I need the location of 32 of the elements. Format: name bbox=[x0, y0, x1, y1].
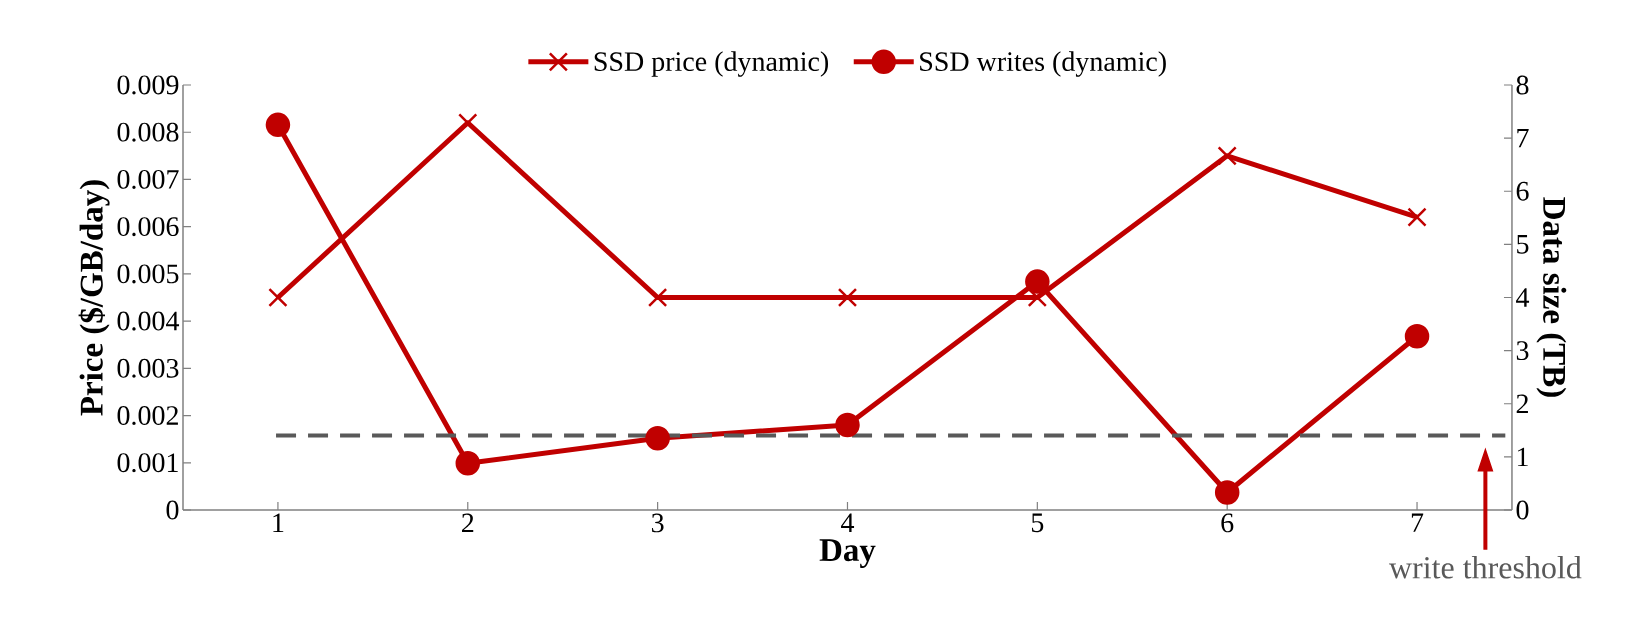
y-axis-title: Price ($/GB/day) bbox=[78, 180, 110, 416]
x-tick-label: 1 bbox=[273, 513, 284, 533]
y-tick-label: 0.005 bbox=[117, 264, 179, 284]
x-tick-label: 3 bbox=[651, 513, 664, 533]
y-tick-label: 0.003 bbox=[117, 358, 179, 378]
y2-tick-label: 4 bbox=[1516, 288, 1530, 307]
legend-label: SSD writes (dynamic) bbox=[920, 51, 1166, 77]
text: write threshold bbox=[1388, 556, 1582, 579]
y-tick-label: 0.004 bbox=[117, 311, 180, 331]
y-tick-label: 0.006 bbox=[117, 217, 179, 237]
y2-tick-label: 1 bbox=[1517, 447, 1528, 467]
y2-tick-label: 8 bbox=[1516, 75, 1529, 95]
y-tick-label: 0.002 bbox=[117, 406, 178, 426]
y2-tick-label: 6 bbox=[1516, 181, 1529, 201]
y2-tick-label: 7 bbox=[1517, 128, 1529, 148]
y-tick-label: 0.007 bbox=[117, 169, 179, 189]
y2-axis-title: Data size (TB) bbox=[1536, 197, 1567, 397]
x-tick-label: 6 bbox=[1221, 513, 1234, 533]
y-tick-label: 0.001 bbox=[117, 453, 178, 473]
legend-label: SSD price (dynamic) bbox=[594, 51, 829, 77]
x-tick-label: 2 bbox=[462, 513, 474, 533]
y-tick-label: 0.009 bbox=[117, 75, 179, 95]
y2-tick-label: 0 bbox=[1516, 500, 1529, 520]
x-axis-title: Day bbox=[819, 539, 876, 568]
x-tick-label: 5 bbox=[1031, 513, 1044, 533]
y2-tick-label: 3 bbox=[1516, 341, 1529, 361]
y-tick-label: 0 bbox=[166, 500, 179, 520]
x-tick-label: 7 bbox=[1411, 513, 1424, 532]
y-tick-label: 0.008 bbox=[117, 122, 179, 142]
x-tick-label: 4 bbox=[841, 513, 855, 532]
y2-tick-label: 2 bbox=[1516, 394, 1528, 414]
y2-tick-label: 5 bbox=[1517, 235, 1529, 254]
